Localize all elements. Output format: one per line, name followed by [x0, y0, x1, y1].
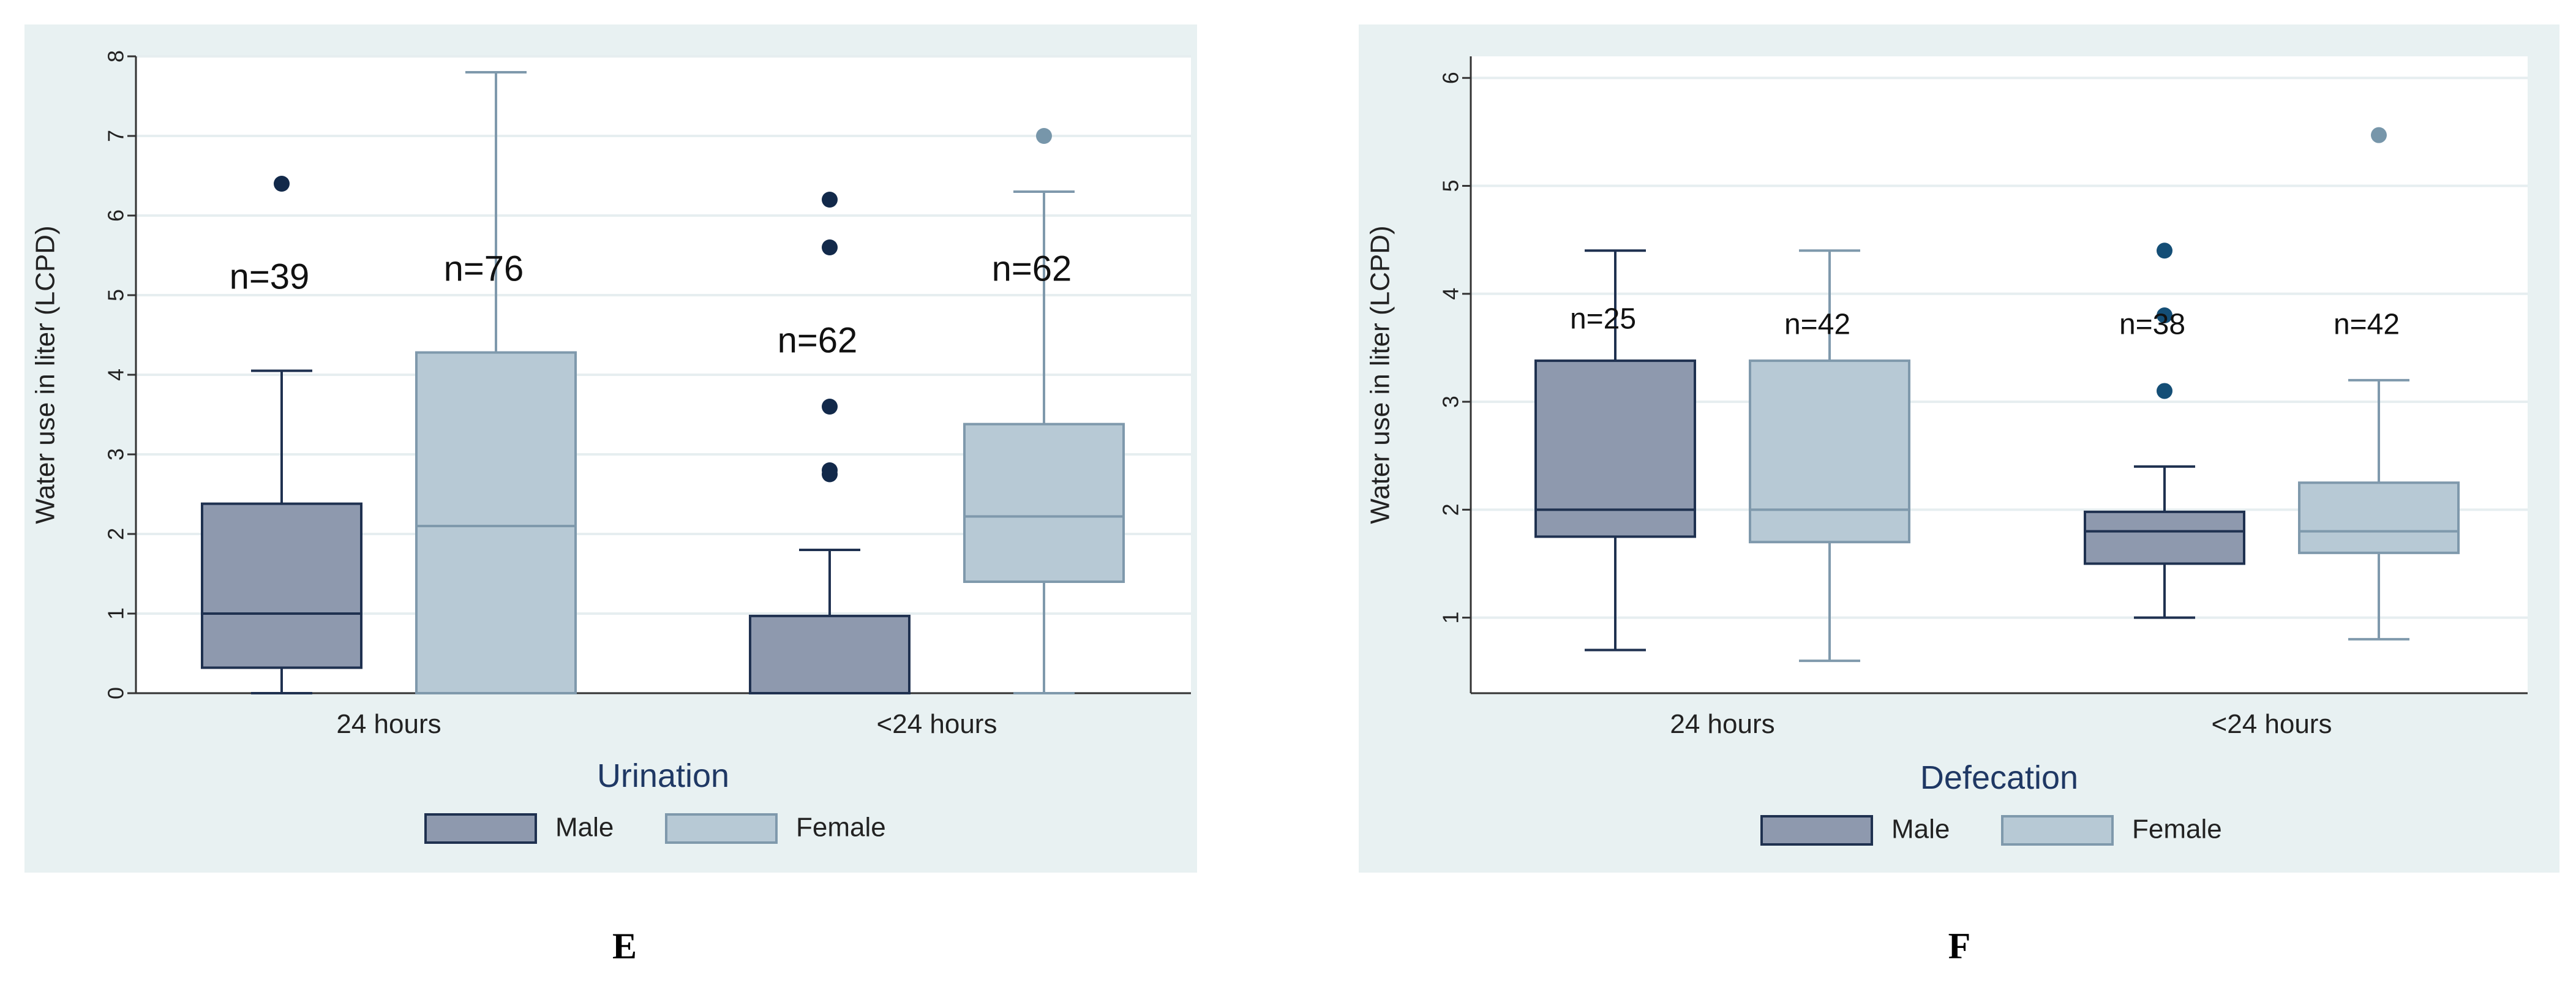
- y-tick-label: 6: [1438, 72, 1463, 84]
- outlier-point: [2157, 307, 2172, 324]
- n-label: n=76: [444, 249, 524, 288]
- y-axis-label: Water use in liter (LCPD): [31, 225, 61, 524]
- box-iqr: [963, 423, 1125, 583]
- y-tick-label: 2: [1438, 503, 1463, 516]
- legend-swatch-male: [1760, 815, 1873, 846]
- box-iqr: [1749, 359, 1910, 544]
- y-tick-label: 4: [1438, 288, 1463, 300]
- legend-label-male: Male: [555, 813, 614, 843]
- n-label: n=25: [1570, 303, 1636, 336]
- box-female-1: n=42: [2298, 127, 2460, 641]
- box-iqr: [415, 351, 577, 694]
- n-label: n=62: [992, 249, 1072, 288]
- y-axis-label: Water use in liter (LCPD): [1365, 225, 1395, 524]
- n-label: n=42: [2334, 308, 2400, 340]
- box-male-1: n=38: [2084, 242, 2245, 619]
- n-label: n=42: [1784, 308, 1850, 340]
- y-tick-label: 1: [1438, 612, 1463, 624]
- outlier-point: [822, 239, 838, 255]
- box-female-1: n=62: [963, 128, 1125, 694]
- y-tick-label: 1: [103, 607, 129, 620]
- box-iqr: [201, 502, 362, 669]
- n-label: n=62: [778, 320, 858, 360]
- y-tick-label: 4: [103, 369, 129, 381]
- y-tick-label: 5: [1438, 180, 1463, 192]
- x-category-label: 24 hours: [1670, 709, 1774, 739]
- n-label: n=38: [2119, 308, 2185, 340]
- y-tick-label: 2: [103, 528, 129, 540]
- outlier-point: [274, 176, 290, 192]
- x-category-label: <24 hours: [877, 709, 997, 739]
- chart-panel-f: 1 2 3 4 5 6 Water use in liter (LCPD) 24 hours <…: [1359, 24, 2559, 966]
- y-tick-label: 6: [103, 209, 129, 222]
- panel-letter: F: [1948, 926, 1971, 966]
- panel-letter: E: [612, 926, 637, 966]
- outlier-point: [822, 462, 838, 478]
- y-tick-label: 5: [103, 289, 129, 301]
- outlier-point: [822, 192, 838, 208]
- legend-label-female: Female: [796, 813, 886, 843]
- box-male-0: n=39: [201, 176, 362, 694]
- y-tick-label: 0: [103, 687, 129, 699]
- box-male-1: n=62: [749, 192, 911, 695]
- y-tick-label: 7: [103, 130, 129, 142]
- x-category-label: 24 hours: [336, 709, 441, 739]
- box-male-0: n=25: [1534, 249, 1696, 652]
- box-female-0: n=76: [415, 71, 577, 694]
- n-label: n=39: [230, 257, 310, 296]
- legend-swatch-female: [665, 813, 778, 844]
- box-iqr: [2298, 481, 2460, 554]
- legend-title: Defecation: [1920, 759, 2078, 796]
- legend-label-female: Female: [2132, 814, 2222, 844]
- legend-title: Urination: [597, 757, 729, 794]
- legend-label-male: Male: [1891, 814, 1950, 844]
- x-category-label: <24 hours: [2212, 709, 2332, 739]
- box-iqr: [1534, 359, 1696, 538]
- legend-swatch-female: [2001, 815, 2114, 846]
- outlier-point: [2157, 383, 2172, 399]
- y-tick-label: 3: [103, 448, 129, 460]
- outlier-point: [1036, 128, 1052, 144]
- box-iqr: [2084, 510, 2245, 565]
- y-tick-label: 3: [1438, 396, 1463, 408]
- outlier-point: [822, 399, 838, 415]
- box-female-0: n=42: [1749, 249, 1910, 663]
- legend-swatch-male: [424, 813, 537, 844]
- chart-panel-e: 0 1 2 3 4 5 6 7 8 Water use in liter (LCPD) 24 hou…: [24, 24, 1197, 966]
- box-iqr: [749, 614, 911, 695]
- outlier-point: [2157, 242, 2172, 259]
- outlier-point: [2371, 127, 2387, 143]
- y-tick-label: 8: [103, 50, 129, 62]
